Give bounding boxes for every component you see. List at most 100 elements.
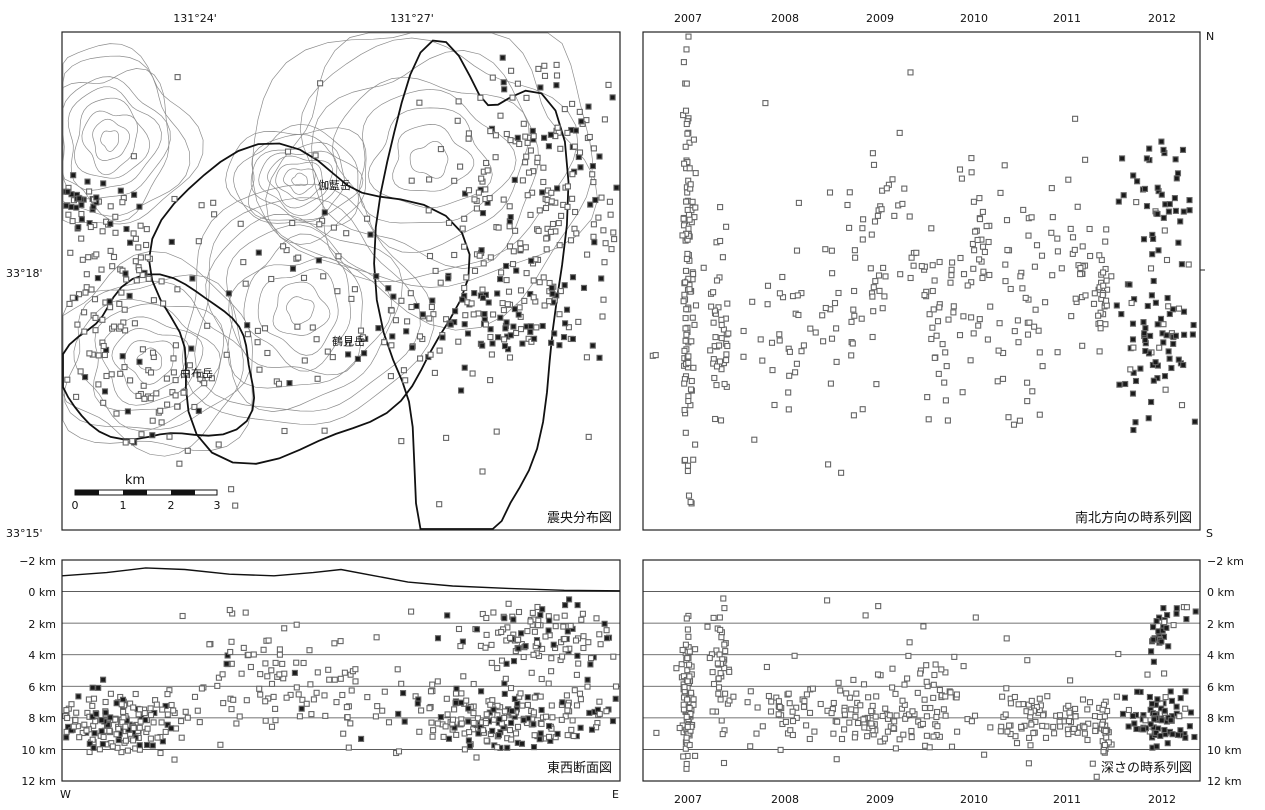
ns-point [831,300,839,307]
ew-hypocenter [569,717,576,724]
dt-point [889,684,896,691]
ns-point [793,247,801,254]
ns-point [717,237,724,245]
map-epicenter [572,208,579,216]
dt-frame [642,559,1201,782]
ns-point [800,342,807,349]
ew-hypocenter [524,701,531,708]
ns-point [960,271,968,278]
dt-point [846,719,853,726]
ns-point [967,357,974,364]
ew-hypocenter [321,692,328,699]
ew-hypocenter [470,719,477,726]
map-epicenter [596,153,603,160]
map-epicenter [79,256,86,263]
ns-point [652,352,659,359]
ns-point [700,264,707,271]
ew-hypocenter [215,674,222,681]
ns-point [1129,390,1137,397]
map-epicenter [549,290,556,297]
map-epicenter [470,311,477,318]
ns-point [688,338,695,345]
dt-point [726,697,733,704]
dt-point [1167,688,1174,695]
scale-tick-3: 3 [214,499,221,512]
dt-point [793,714,800,721]
ns-point [1154,210,1161,218]
contour-line [267,155,334,209]
ew-hypocenter [530,744,538,751]
ns-north-label: N [1206,30,1214,43]
dt-point [900,731,907,738]
ew-hypocenter [444,711,451,718]
ew-hypocenter [563,692,570,699]
map-epicenter [498,269,505,276]
ns-south-label: S [1206,527,1213,540]
dt-point [1093,773,1100,780]
dt-point [722,648,729,655]
map-epicenter [215,441,222,448]
dt-point [775,698,782,705]
map-epicenter [334,288,341,295]
map-epicenter [408,303,415,311]
contour-line [359,88,517,224]
ew-hypocenter [508,736,515,743]
dt-point [1065,731,1072,738]
ew-hypocenter [184,714,191,721]
ns-point [844,201,851,209]
ew-hypocenter [498,628,505,636]
ew-hypocenter [429,681,436,688]
dt-point [803,691,810,698]
map-epicenter [509,94,516,101]
ew-hypocenter [385,719,393,726]
ew-hypocenter [240,644,247,651]
ns-point [723,357,730,364]
ns-point [686,216,693,223]
dt-point [782,718,789,725]
dt-point [972,614,979,621]
ew-hypocenter [506,727,514,734]
map-epicenter [528,257,535,264]
map-epicenter [596,354,603,361]
ns-point [1147,332,1154,339]
ew-hypocenter [531,628,538,635]
map-epicenter [107,203,114,210]
dt-point [676,724,683,732]
ew-hypocenter [466,742,473,749]
map-epicenter [116,300,123,307]
dt-point [830,699,837,707]
dt-point [1161,670,1168,677]
ew-hypocenter [427,688,435,695]
ns-point [1100,282,1107,289]
map-epicenter [264,349,271,357]
ew-hypocenter [299,696,306,703]
map-epicenter [611,236,618,243]
ew-hypocenter [610,653,617,660]
ew-hypocenter [243,697,250,704]
dt-point [1065,718,1073,725]
ns-point [995,347,1002,354]
map-epicenter [244,331,251,338]
map-epicenter [112,213,119,220]
map-epicenter [543,246,550,253]
dt-point [843,690,850,697]
ns-point [1143,155,1150,162]
ns-point [1048,229,1055,236]
map-epicenter [452,308,459,315]
ns-point [918,263,925,270]
map-epicenter [78,235,85,242]
ns-point [793,360,800,367]
map-epicenter [427,351,434,358]
map-epicenter [517,326,525,333]
ns-point [981,248,988,256]
ns-point [692,204,699,211]
ew-hypocenter [236,713,243,720]
dt-point [1173,605,1180,612]
contour-line [291,172,309,187]
ns-point [1019,285,1026,292]
map-epicenter [426,176,433,183]
ns-point [776,290,783,297]
ns-point [1178,402,1186,409]
ew-hypocenter [546,722,553,730]
ew-hypocenter [505,600,512,607]
